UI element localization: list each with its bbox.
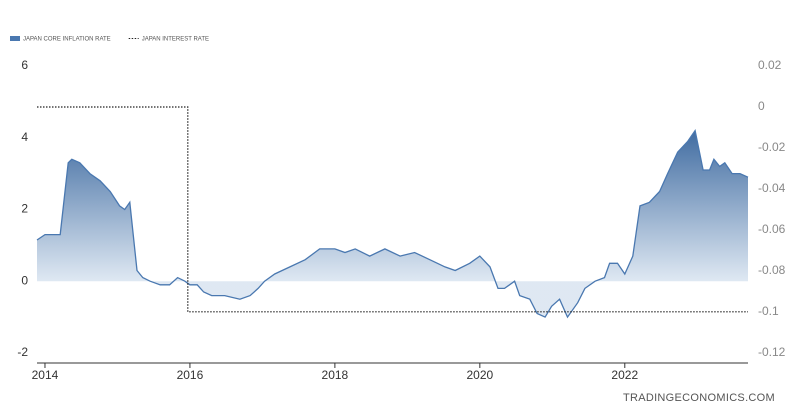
y2-tick-label: -0.12 bbox=[758, 345, 786, 359]
y-tick-label: 6 bbox=[21, 58, 28, 72]
line bbox=[36, 128, 749, 319]
y2-tick-label: -0.06 bbox=[758, 222, 786, 236]
watermark: TRADINGECONOMICS.COM bbox=[623, 392, 775, 404]
y2-tick-label: 0.02 bbox=[758, 58, 782, 72]
y-tick-label: 0 bbox=[21, 273, 28, 287]
legend-label: JAPAN INTEREST RATE bbox=[142, 37, 209, 43]
line bbox=[37, 106, 748, 313]
x-tick-label: 2016 bbox=[177, 368, 204, 382]
x-tick-label: 2020 bbox=[466, 368, 493, 382]
legend-swatch bbox=[10, 36, 20, 41]
y-tick-label: 4 bbox=[21, 130, 28, 144]
y2-tick-label: -0.08 bbox=[758, 263, 786, 277]
y-tick-label: 2 bbox=[21, 202, 28, 216]
y2-tick-label: -0.02 bbox=[758, 140, 786, 154]
legend-label: JAPAN CORE INFLATION RATE bbox=[23, 37, 111, 43]
y2-tick-label: -0.04 bbox=[758, 181, 786, 195]
x-tick-label: 2018 bbox=[322, 368, 349, 382]
y2-tick-label: 0 bbox=[758, 99, 765, 113]
x-tick-label: 2014 bbox=[32, 368, 59, 382]
y2-tick-label: -0.1 bbox=[758, 304, 779, 318]
x-tick-label: 2022 bbox=[611, 368, 638, 382]
area bbox=[37, 130, 748, 318]
y-tick-label: -2 bbox=[17, 345, 28, 359]
